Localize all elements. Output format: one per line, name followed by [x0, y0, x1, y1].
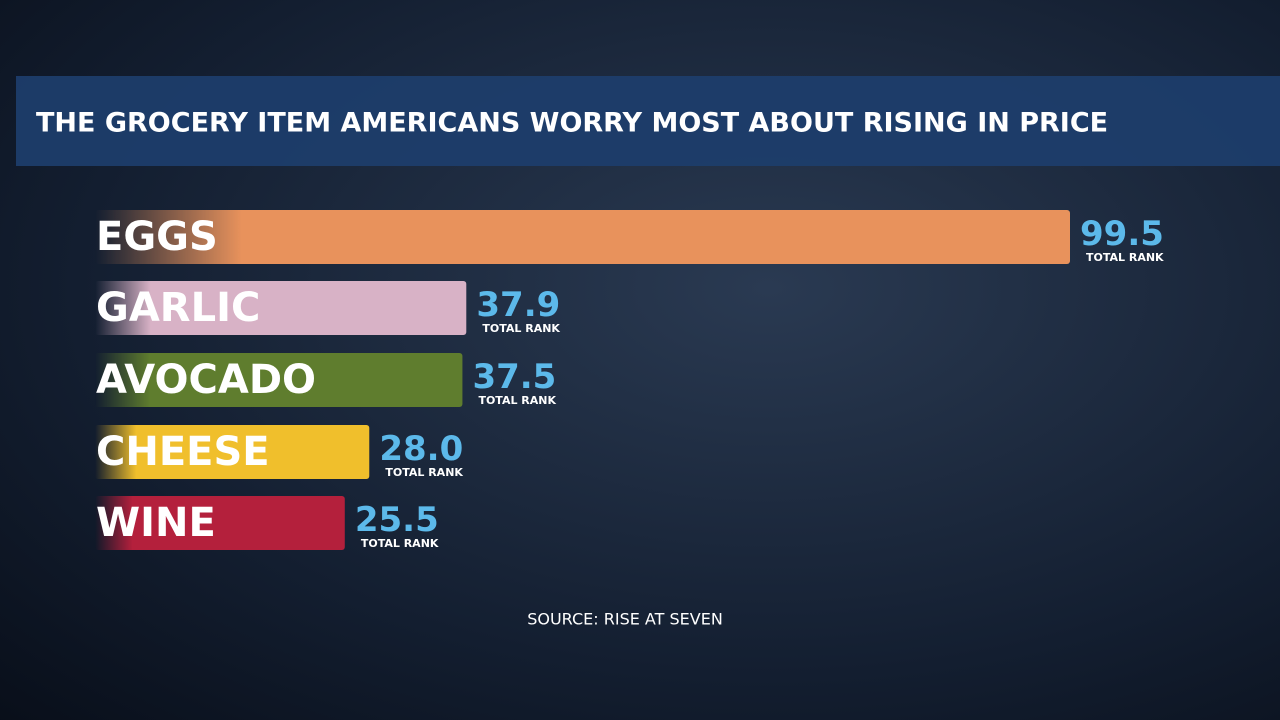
category-label: EGGS: [96, 214, 218, 260]
title-banner: [16, 76, 1280, 166]
value-caption: TOTAL RANK: [1086, 251, 1164, 264]
value-caption: TOTAL RANK: [385, 466, 463, 479]
bar: [95, 210, 1070, 264]
bar: [95, 281, 467, 335]
value-caption: TOTAL RANK: [482, 322, 560, 335]
bar: [95, 496, 345, 550]
value-label: 99.5: [1080, 214, 1164, 254]
value-label: 37.5: [472, 357, 556, 397]
category-label: GARLIC: [96, 285, 260, 331]
category-label: CHEESE: [96, 429, 270, 475]
source: SOURCE: RISE AT SEVEN: [527, 610, 723, 629]
bar: [95, 353, 463, 407]
category-label: AVOCADO: [96, 357, 316, 403]
value-caption: TOTAL RANK: [478, 394, 556, 407]
category-label: WINE: [96, 500, 216, 546]
value-label: 28.0: [379, 429, 463, 469]
chart-title: THE GROCERY ITEM AMERICANS WORRY MOST AB…: [36, 108, 1108, 139]
value-caption: TOTAL RANK: [361, 537, 439, 550]
value-label: 25.5: [355, 500, 439, 540]
bar: [95, 425, 370, 479]
value-label: 37.9: [476, 285, 560, 325]
